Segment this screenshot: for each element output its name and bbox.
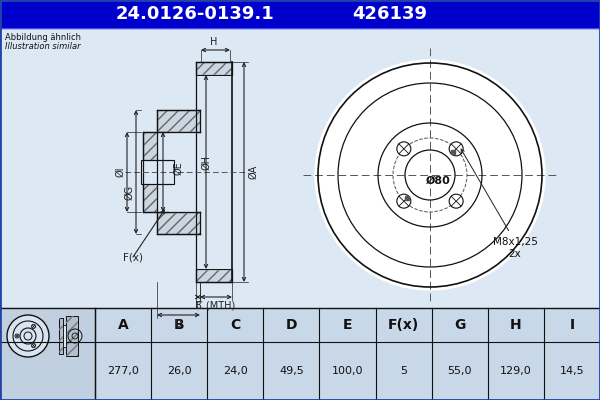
Bar	[66, 316, 78, 356]
Circle shape	[315, 60, 545, 290]
Text: B: B	[194, 301, 202, 311]
Bar	[0, 308, 600, 400]
Bar	[404, 196, 409, 200]
Circle shape	[7, 315, 49, 357]
Bar	[157, 110, 200, 132]
Text: A: A	[118, 318, 128, 332]
Circle shape	[397, 142, 411, 156]
Text: Abbildung ähnlich: Abbildung ähnlich	[5, 33, 81, 42]
Text: M8x1,25
2x: M8x1,25 2x	[493, 237, 538, 258]
Bar	[196, 269, 232, 282]
Bar	[143, 132, 168, 212]
Circle shape	[449, 142, 463, 156]
Bar	[196, 62, 232, 75]
Text: ØI: ØI	[115, 167, 125, 177]
Text: C: C	[230, 318, 241, 332]
Bar	[157, 110, 200, 132]
Bar	[196, 110, 200, 132]
Bar	[196, 269, 232, 282]
Text: G: G	[454, 318, 466, 332]
Text: ØH: ØH	[201, 154, 211, 170]
Bar	[451, 150, 455, 154]
Text: D: D	[175, 319, 182, 329]
Circle shape	[397, 194, 411, 208]
Bar	[0, 0, 600, 28]
Text: ØA: ØA	[248, 165, 258, 179]
Bar	[196, 212, 200, 234]
Text: E: E	[343, 318, 352, 332]
Bar	[157, 212, 200, 234]
Text: 100,0: 100,0	[332, 366, 363, 376]
Text: ØG: ØG	[124, 184, 134, 200]
Bar	[196, 110, 200, 132]
Text: B: B	[174, 318, 184, 332]
Text: 14,5: 14,5	[560, 366, 584, 376]
Circle shape	[449, 194, 463, 208]
Text: 55,0: 55,0	[448, 366, 472, 376]
Text: H: H	[211, 37, 218, 47]
Text: I: I	[569, 318, 575, 332]
Text: Illustration similar: Illustration similar	[5, 42, 80, 51]
Text: H: H	[510, 318, 521, 332]
Text: 129,0: 129,0	[500, 366, 532, 376]
Text: C (MTH): C (MTH)	[196, 301, 236, 311]
Bar	[157, 132, 200, 212]
Text: 5: 5	[400, 366, 407, 376]
Text: F(x): F(x)	[388, 318, 419, 332]
Bar	[59, 318, 63, 354]
Bar	[59, 318, 63, 354]
Text: F(x): F(x)	[123, 252, 143, 262]
Text: 26,0: 26,0	[167, 366, 191, 376]
Bar	[196, 62, 232, 75]
Bar	[66, 316, 78, 356]
Bar	[157, 212, 200, 234]
Text: 24.0126-0139.1: 24.0126-0139.1	[116, 5, 274, 23]
Bar	[143, 132, 168, 212]
Text: 426139: 426139	[353, 5, 427, 23]
Bar	[196, 75, 232, 269]
Bar	[196, 212, 200, 234]
Text: ØE: ØE	[173, 161, 184, 175]
Text: 49,5: 49,5	[279, 366, 304, 376]
Text: 24,0: 24,0	[223, 366, 248, 376]
Bar	[0, 308, 95, 400]
Text: D: D	[286, 318, 297, 332]
Text: 277,0: 277,0	[107, 366, 139, 376]
Bar	[141, 160, 174, 184]
Bar	[63, 325, 66, 347]
Text: Ø80: Ø80	[425, 176, 451, 186]
